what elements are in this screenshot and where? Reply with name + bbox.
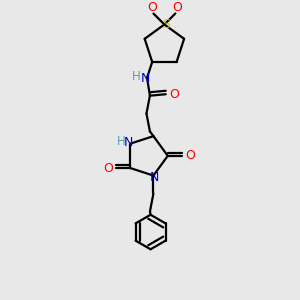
Text: O: O: [169, 88, 179, 101]
Text: S: S: [162, 18, 170, 31]
Text: O: O: [147, 1, 157, 14]
Text: H: H: [132, 70, 140, 83]
Text: O: O: [172, 1, 182, 14]
Text: H: H: [117, 135, 126, 148]
Text: O: O: [103, 161, 113, 175]
Text: N: N: [150, 170, 159, 184]
Text: N: N: [124, 136, 134, 149]
Text: O: O: [185, 149, 195, 162]
Text: N: N: [141, 72, 150, 85]
